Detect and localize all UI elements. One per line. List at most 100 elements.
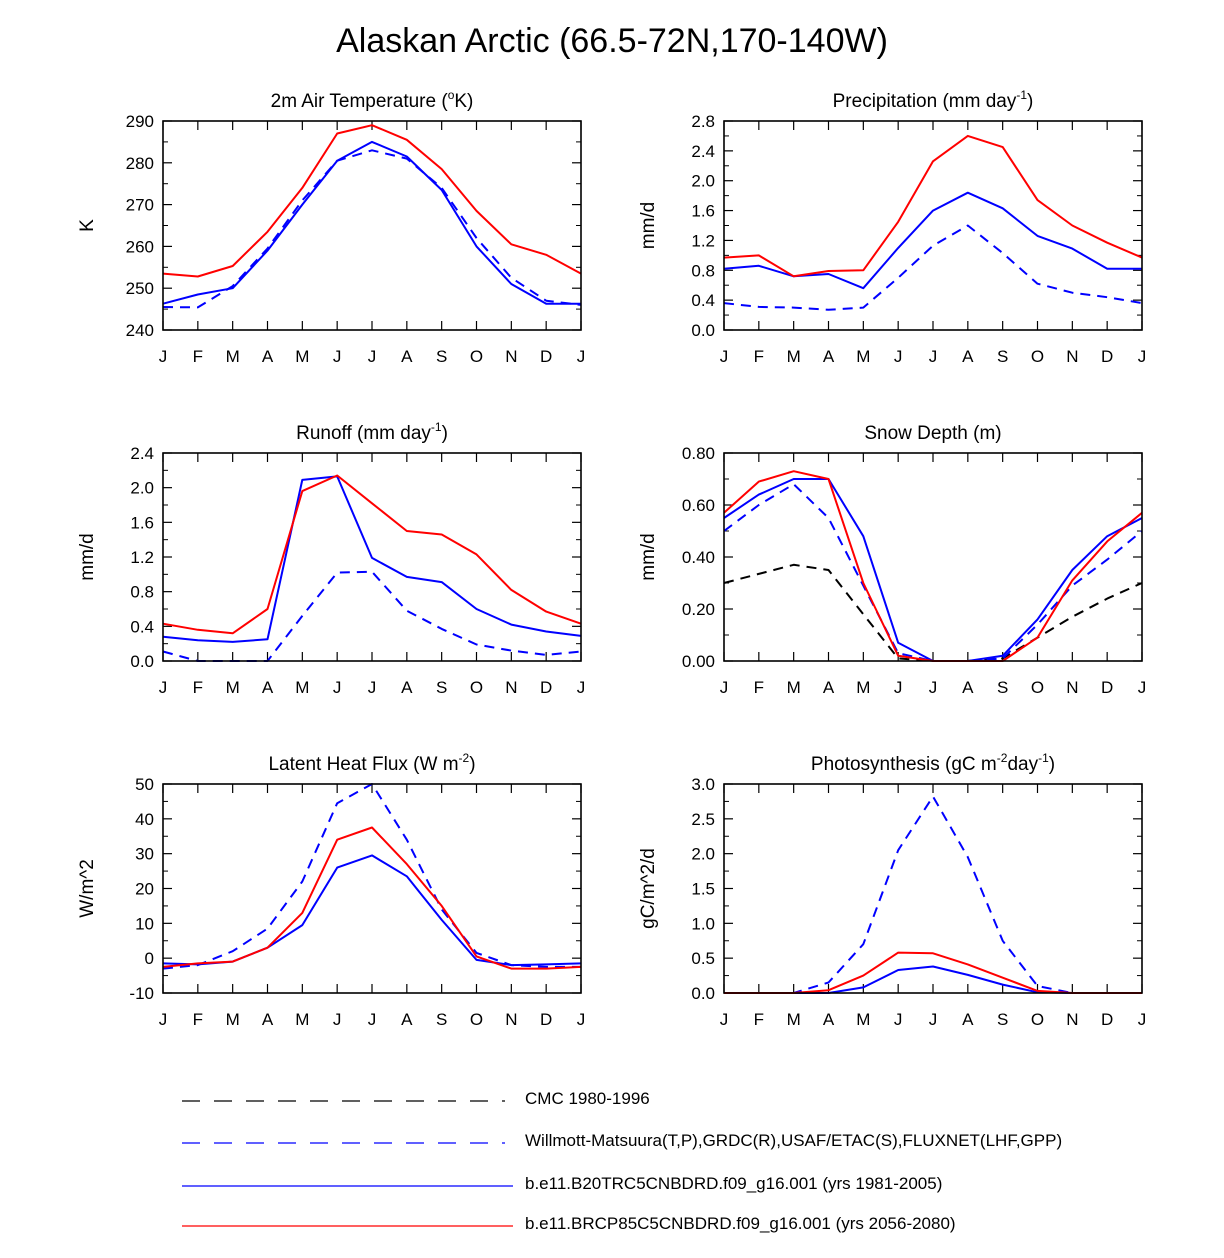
x-tick-label: J [368, 1010, 377, 1029]
x-tick-label: J [577, 347, 586, 366]
x-tick-label: J [894, 347, 903, 366]
x-tick-label: J [159, 347, 168, 366]
x-tick-label: A [262, 347, 274, 366]
x-tick-label: A [823, 678, 835, 697]
x-tick-label: O [1031, 347, 1044, 366]
x-tick-label: M [295, 347, 309, 366]
legend-label-rcp85: b.e11.BRCP85C5CNBDRD.f09_g16.001 (yrs 20… [525, 1214, 956, 1233]
x-tick-label: O [470, 678, 483, 697]
y-tick-label: 0.00 [682, 652, 715, 671]
x-tick-label: S [436, 1010, 447, 1029]
x-tick-label: A [823, 1010, 835, 1029]
x-tick-label: J [577, 1010, 586, 1029]
series-line-latent-heat-2 [162, 826, 582, 970]
plot-frame-temperature [162, 120, 582, 331]
x-tick-label: J [929, 678, 938, 697]
series-line-precipitation-0 [723, 224, 1143, 311]
x-tick-label: J [333, 1010, 342, 1029]
y-tick-label: 0.8 [691, 261, 715, 280]
series-line-snow-depth-0 [723, 563, 1143, 662]
y-tick-label: 0.4 [130, 617, 154, 636]
x-tick-label: M [787, 678, 801, 697]
chart-title-photosynthesis: Photosynthesis (gC m-2day-1) [811, 751, 1055, 775]
y-tick-label: 2.4 [691, 142, 715, 161]
y-tick-label: 0 [145, 949, 154, 968]
y-tick-label: 280 [126, 154, 154, 173]
x-tick-label: F [193, 347, 203, 366]
x-tick-label: F [754, 347, 764, 366]
y-tick-label: 0.8 [130, 583, 154, 602]
series-line-precipitation-1 [723, 191, 1142, 290]
x-tick-label: A [823, 347, 835, 366]
x-tick-label: O [470, 347, 483, 366]
x-tick-label: A [262, 1010, 274, 1029]
chart-title-precipitation: Precipitation (mm day-1) [833, 88, 1034, 112]
x-tick-label: J [929, 347, 938, 366]
x-tick-label: J [368, 678, 377, 697]
x-tick-label: M [226, 347, 240, 366]
x-tick-label: A [401, 347, 413, 366]
y-axis-label-photosynthesis: gC/m^2/d [638, 848, 659, 929]
y-tick-label: 3.0 [691, 775, 715, 794]
plot-frame-snow-depth [723, 452, 1143, 662]
y-tick-label: 250 [126, 279, 154, 298]
chart-runoff: Runoff (mm day-1) 0.0 0.4 0.8 1.2 1.6 2.0 2.4 J F… [77, 420, 585, 697]
legend-item-rcp85: b.e11.BRCP85C5CNBDRD.f09_g16.001 (yrs 20… [0, 1214, 1224, 1244]
x-tick-label: J [333, 347, 342, 366]
x-tick-label: D [1101, 1010, 1113, 1029]
plot-frame-precipitation [723, 120, 1143, 331]
chart-title-runoff: Runoff (mm day-1) [296, 420, 448, 444]
x-tick-label: N [505, 1010, 517, 1029]
y-axis-label-latent-heat: W/m^2 [77, 859, 98, 918]
x-tick-label: D [1101, 347, 1113, 366]
series-line-temperature-1 [162, 140, 581, 305]
y-tick-label: 40 [135, 810, 154, 829]
x-tick-label: S [997, 347, 1008, 366]
chart-title-snow-depth: Snow Depth (m) [864, 423, 1001, 444]
chart-temperature: 2m Air Temperature (oK) 240 250 260 270 280 29… [77, 88, 585, 366]
chart-precipitation: Precipitation (mm day-1) 0.0 0.4 0.8 1.2 1.6 2… [638, 88, 1146, 366]
series-line-latent-heat-1 [162, 854, 582, 967]
y-tick-label: 2.0 [691, 172, 715, 191]
x-tick-label: J [159, 678, 168, 697]
y-tick-label: 1.5 [691, 880, 715, 899]
y-tick-label: 1.0 [691, 914, 715, 933]
x-tick-label: D [540, 1010, 552, 1029]
series-line-snow-depth-3 [723, 470, 1143, 662]
y-tick-label: 1.2 [691, 231, 715, 250]
x-tick-label: F [193, 678, 203, 697]
x-tick-label: N [1066, 1010, 1078, 1029]
series-line-runoff-2 [162, 474, 582, 635]
x-tick-label: M [226, 1010, 240, 1029]
x-tick-label: M [295, 678, 309, 697]
y-tick-label: 260 [126, 237, 154, 256]
y-tick-label: 2.0 [130, 479, 154, 498]
x-tick-label: J [1138, 678, 1147, 697]
x-tick-label: N [505, 347, 517, 366]
y-tick-label: 0.0 [130, 652, 154, 671]
y-tick-label: 0.0 [691, 321, 715, 340]
y-tick-label: 2.4 [130, 444, 154, 463]
x-tick-label: J [720, 678, 729, 697]
figure-title: Alaskan Arctic (66.5-72N,170-140W) [336, 22, 888, 60]
y-tick-label: 20 [135, 880, 154, 899]
y-axis-label-temperature: K [77, 219, 98, 232]
legend-item-cmc: CMC 1980-1996 [0, 1089, 1224, 1119]
x-tick-label: M [295, 1010, 309, 1029]
x-tick-label: A [401, 678, 413, 697]
series-line-latent-heat-0 [162, 783, 581, 970]
x-tick-label: A [262, 678, 274, 697]
x-tick-label: M [787, 347, 801, 366]
x-tick-label: M [856, 678, 870, 697]
y-tick-label: 1.6 [691, 202, 715, 221]
y-tick-label: 2.8 [691, 112, 715, 131]
y-tick-label: 0.20 [682, 600, 715, 619]
x-tick-label: D [540, 347, 552, 366]
x-tick-label: J [1138, 347, 1147, 366]
x-tick-label: D [1101, 678, 1113, 697]
series-line-runoff-0 [162, 570, 582, 662]
x-tick-label: A [962, 678, 974, 697]
x-tick-label: M [787, 1010, 801, 1029]
y-tick-label: 2.5 [691, 810, 715, 829]
legend-label-b20tr: b.e11.B20TRC5CNBDRD.f09_g16.001 (yrs 198… [525, 1174, 943, 1193]
